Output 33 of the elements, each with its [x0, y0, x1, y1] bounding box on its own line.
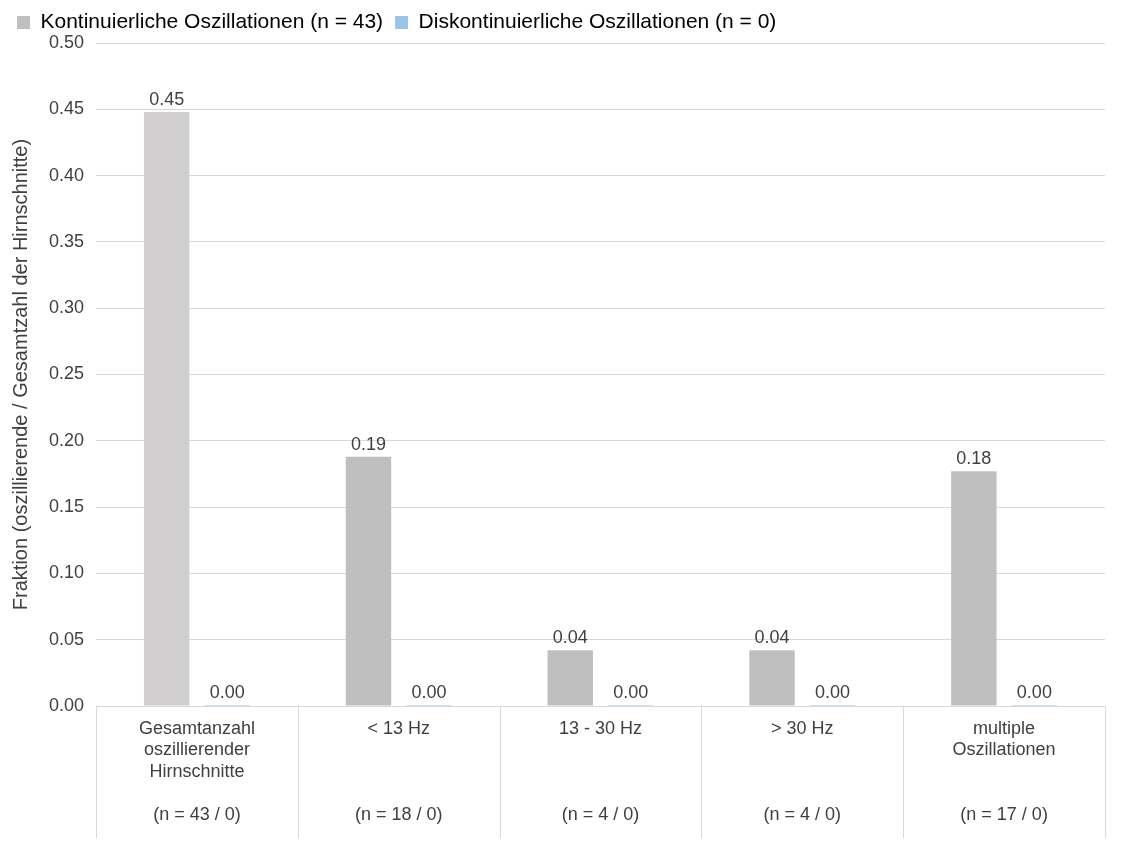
category-label: Gesamtanzahl oszillierender Hirnschnitte (n = 43 / 0): [138, 717, 255, 825]
bar: [345, 456, 392, 706]
data-label: 0.45: [149, 88, 185, 109]
y-tick-label: 0.15: [48, 496, 85, 517]
y-tick-label: 0.20: [48, 429, 85, 450]
bar: [547, 650, 593, 706]
y-tick-label: 0.35: [48, 230, 85, 251]
y-tick-label: 0.10: [48, 562, 85, 583]
y-tick-label: 0.50: [48, 31, 85, 52]
data-label: 0.19: [350, 433, 386, 454]
category-label: multiple Oszillationen (n = 17 / 0): [952, 717, 1056, 825]
y-tick-label: 0.40: [48, 164, 85, 185]
category-label: < 13 Hz (n = 18 / 0): [354, 717, 443, 825]
y-axis-title: Fraktion (oszillierende / Gesamtzahl der Hirnschnitte): [8, 138, 31, 611]
data-label: 0.04: [754, 627, 790, 648]
category-label: > 30 Hz (n = 4 / 0): [763, 717, 842, 825]
category-label: 13 - 30 Hz (n = 4 / 0): [558, 717, 643, 825]
data-label: 0.00: [209, 681, 245, 702]
data-label: 0.00: [613, 681, 649, 702]
y-tick-label: 0.00: [48, 694, 85, 715]
y-tick-label: 0.30: [48, 297, 85, 318]
y-tick-label: 0.05: [48, 628, 85, 649]
data-label: 0.04: [552, 627, 588, 648]
data-label: 0.18: [956, 448, 992, 469]
bar: [951, 471, 997, 706]
y-tick-label: 0.45: [48, 98, 85, 119]
data-label: 0.00: [815, 681, 851, 702]
legend-label: Kontinuierliche Oszillationen (n = 43): [40, 9, 384, 33]
bar: [749, 650, 795, 706]
y-tick-label: 0.25: [48, 363, 85, 384]
data-label: 0.00: [411, 681, 447, 702]
legend-label: Diskontinuierliche Oszillationen (n = 0): [418, 9, 777, 33]
data-label: 0.00: [1016, 681, 1052, 702]
